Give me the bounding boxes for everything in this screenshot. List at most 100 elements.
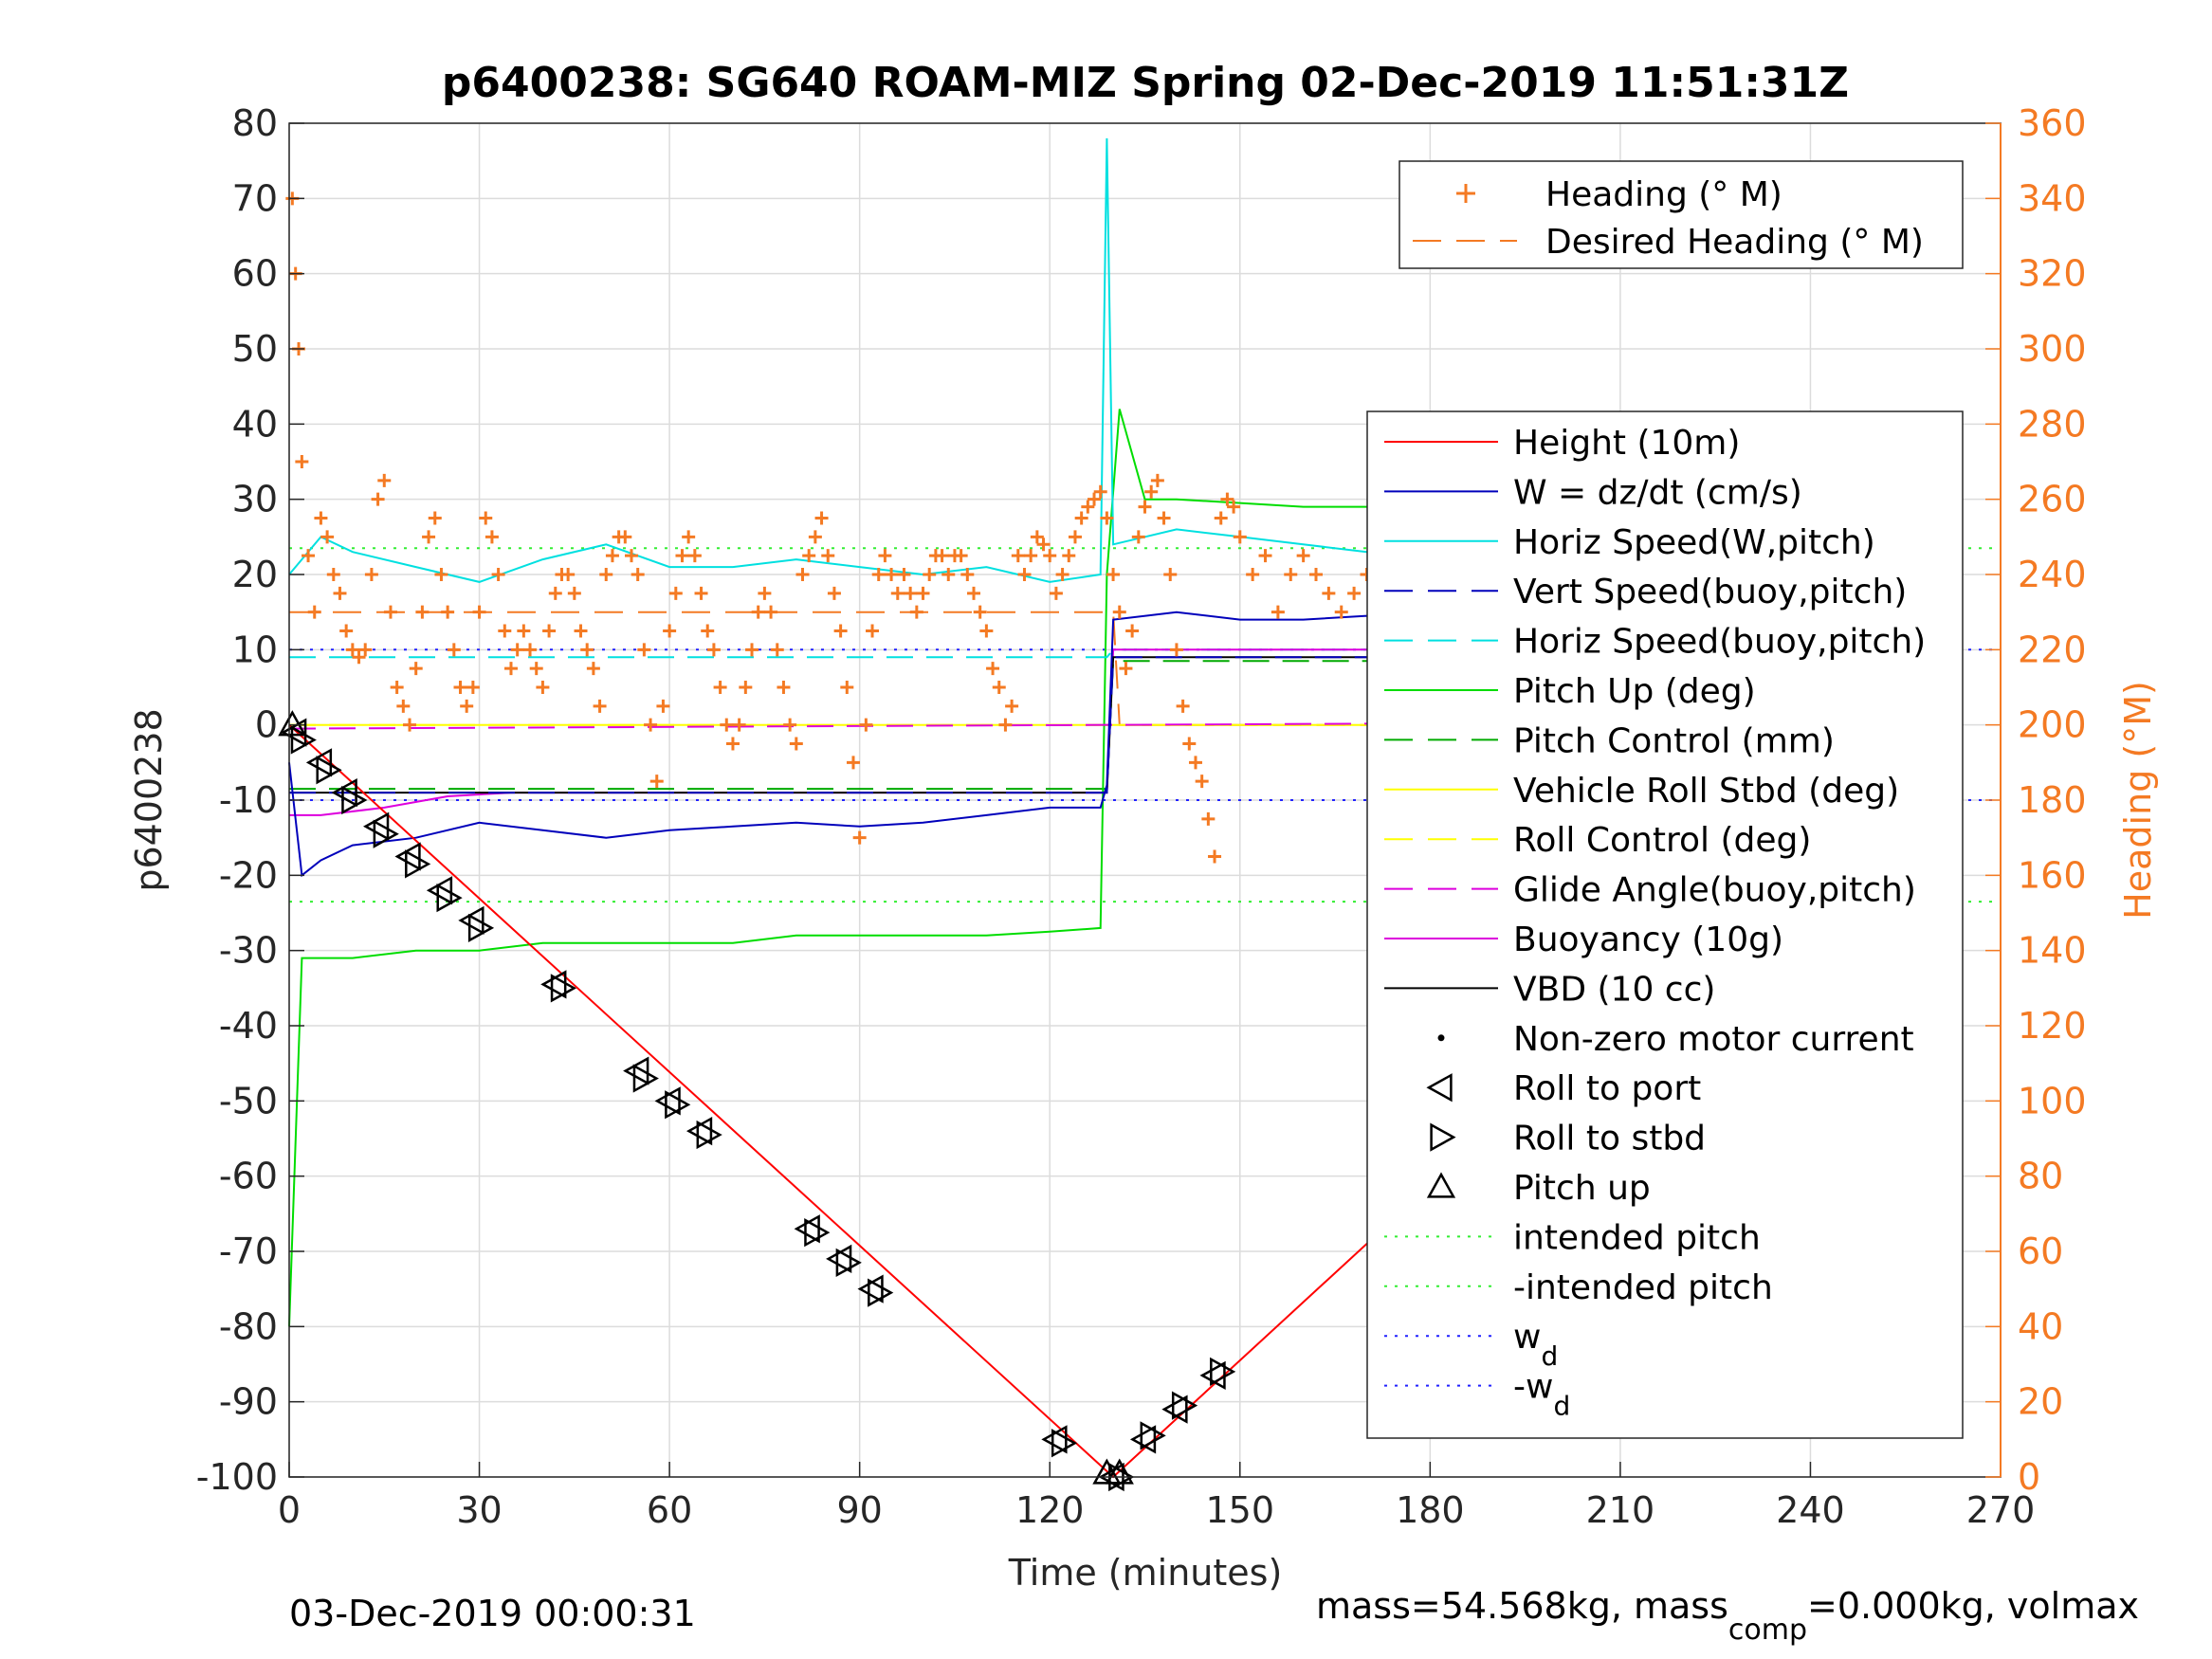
heading-point <box>307 605 321 619</box>
heading-point <box>992 681 1006 694</box>
heading-point <box>649 775 664 789</box>
heading-point <box>795 568 810 581</box>
heading-point <box>428 511 442 525</box>
heading-point <box>885 568 899 581</box>
series-line <box>289 611 1931 726</box>
roll-to-stbd-marker <box>373 819 399 848</box>
heading-point <box>295 455 309 468</box>
legend-main-label: Roll to stbd <box>1513 1120 1706 1158</box>
legend-main-label: Vert Speed(buoy,pitch) <box>1513 573 1907 611</box>
heading-point <box>960 568 975 581</box>
x-tick-label: 60 <box>647 1489 692 1531</box>
heading-point <box>758 586 772 600</box>
heading-point <box>491 568 505 581</box>
y2-tick-label: 320 <box>2018 253 2087 295</box>
legend-main-box <box>1366 410 1964 1439</box>
legend-main-label: Roll Control (deg) <box>1513 821 1811 860</box>
legend-main-symbol <box>1437 1034 1445 1042</box>
legend-desired-heading-label: Desired Heading (° M) <box>1545 223 1924 262</box>
x-tick-label: 120 <box>1015 1489 1085 1531</box>
y-tick-label: -70 <box>219 1231 278 1272</box>
roll-to-port-marker <box>305 748 333 777</box>
heading-point <box>358 643 373 657</box>
y-tick-label: 30 <box>232 479 278 520</box>
roll-to-stbd-marker <box>1140 1421 1166 1450</box>
heading-point <box>871 568 886 581</box>
y-tick-label: -60 <box>219 1156 278 1197</box>
y2-tick-label: 360 <box>2018 102 2087 144</box>
heading-point <box>479 511 493 525</box>
x-tick-label: 210 <box>1586 1489 1655 1531</box>
legend-main-label-base: w <box>1513 1318 1541 1357</box>
legend-main-label: VBD (10 cc) <box>1513 970 1715 1009</box>
legend-main-label: Non-zero motor current <box>1513 1020 1914 1059</box>
heading-point <box>1106 568 1121 581</box>
y-tick-label: 80 <box>232 102 278 144</box>
footer-mass-a: mass=54.568kg, mass <box>1316 1585 1728 1627</box>
y2-tick-label: 60 <box>2018 1231 2063 1272</box>
heading-point <box>644 718 658 732</box>
heading-point <box>1284 568 1298 581</box>
heading-point <box>314 511 328 525</box>
heading-point <box>631 568 645 581</box>
roll-to-stbd-marker <box>1051 1429 1078 1458</box>
heading-point <box>814 511 829 525</box>
heading-point <box>1233 530 1247 544</box>
y2-tick-label: 340 <box>2018 177 2087 219</box>
heading-point <box>352 650 366 665</box>
x-axis-label: Time (minutes) <box>1008 1552 1283 1594</box>
y-tick-label: 50 <box>232 328 278 370</box>
roll-to-port-marker <box>426 876 453 905</box>
heading-point <box>1309 568 1323 581</box>
y-axis-label: p6400238 <box>128 708 170 891</box>
y2-axis-label: Heading (°M) <box>2117 681 2159 920</box>
heading-point <box>694 586 708 600</box>
y2-tick-label: 220 <box>2018 629 2087 670</box>
heading-point <box>1246 568 1260 581</box>
legend-main-label: Pitch Control (mm) <box>1513 721 1835 760</box>
heading-point <box>593 699 607 713</box>
heading-point <box>1030 530 1044 544</box>
legend-main-label: Buoyancy (10g) <box>1513 921 1783 959</box>
heading-point <box>682 530 696 544</box>
legend-heading: Heading (° M) Desired Heading (° M) <box>1398 160 1964 269</box>
heading-point <box>1182 737 1197 751</box>
heading-point <box>687 549 702 563</box>
heading-point <box>586 662 600 676</box>
heading-point <box>941 568 956 581</box>
heading-point <box>833 624 848 638</box>
roll-to-stbd-marker <box>696 1120 722 1150</box>
roll-to-stbd-marker <box>405 849 431 879</box>
roll-to-stbd-marker <box>1210 1357 1236 1387</box>
y-tick-label: -90 <box>219 1381 278 1423</box>
heading-point <box>701 624 715 638</box>
heading-point <box>453 681 467 694</box>
heading-point <box>498 624 512 638</box>
y-tick-label: -20 <box>219 854 278 896</box>
roll-to-port-marker <box>623 1056 649 1085</box>
pitch-up-marker <box>278 710 307 737</box>
heading-point <box>935 549 949 563</box>
roll-to-port-marker <box>281 718 307 747</box>
legend-main-label: intended pitch <box>1513 1218 1761 1257</box>
heading-point <box>561 568 576 581</box>
heading-point <box>1176 699 1190 713</box>
heading-point <box>1157 511 1171 525</box>
y-tick-label: 10 <box>232 629 278 670</box>
y2-tick-label: 280 <box>2018 403 2087 445</box>
heading-point <box>1043 549 1057 563</box>
legend-main-label: Pitch Up (deg) <box>1513 672 1756 711</box>
heading-point <box>909 605 923 619</box>
heading-point <box>973 605 987 619</box>
y2-tick-label: 180 <box>2018 779 2087 821</box>
heading-point <box>745 643 759 657</box>
footer-timestamp: 03-Dec-2019 00:00:31 <box>289 1593 696 1634</box>
heading-point <box>390 681 404 694</box>
heading-point <box>1088 492 1102 506</box>
y2-tick-label: 300 <box>2018 328 2087 370</box>
heading-point <box>580 643 594 657</box>
heading-point <box>1188 756 1202 770</box>
roll-to-stbd-marker <box>868 1278 894 1307</box>
x-axis-ticks: 0 30 60 90 120 150 180 210 240 270 <box>278 1462 2035 1531</box>
heading-point <box>859 718 873 732</box>
